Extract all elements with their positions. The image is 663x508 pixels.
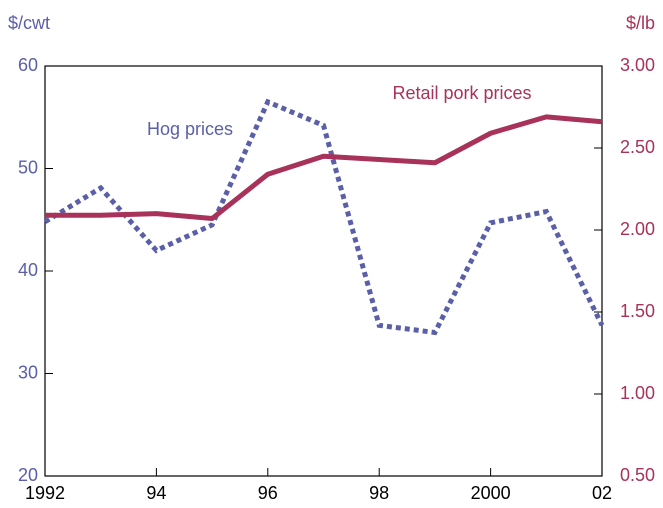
series-label: Hog prices — [147, 119, 233, 139]
series-line — [43, 98, 605, 336]
x-tick-label: 1992 — [25, 483, 65, 503]
y-tick-label: 30 — [18, 362, 38, 382]
y2-tick-label: 2.00 — [620, 219, 655, 239]
y2-tick-label: 1.50 — [620, 301, 655, 321]
y2-axis-title: $/lb — [626, 13, 655, 33]
x-tick-label: 94 — [146, 483, 166, 503]
y2-tick-label: 2.50 — [620, 137, 655, 157]
y-axis-title: $/cwt — [8, 13, 50, 33]
y-tick-label: 60 — [18, 55, 38, 75]
y2-tick-label: 1.00 — [620, 383, 655, 403]
y2-tick-label: 3.00 — [620, 55, 655, 75]
series-label: Retail pork prices — [392, 83, 531, 103]
x-tick-label: 96 — [258, 483, 278, 503]
y2-tick-label: 0.50 — [620, 465, 655, 485]
y-tick-label: 50 — [18, 157, 38, 177]
x-tick-label: 98 — [369, 483, 389, 503]
x-tick-label: 2000 — [471, 483, 511, 503]
series-line — [45, 114, 603, 222]
y-tick-label: 40 — [18, 260, 38, 280]
x-tick-label: 02 — [592, 483, 612, 503]
y-tick-label: 20 — [18, 465, 38, 485]
